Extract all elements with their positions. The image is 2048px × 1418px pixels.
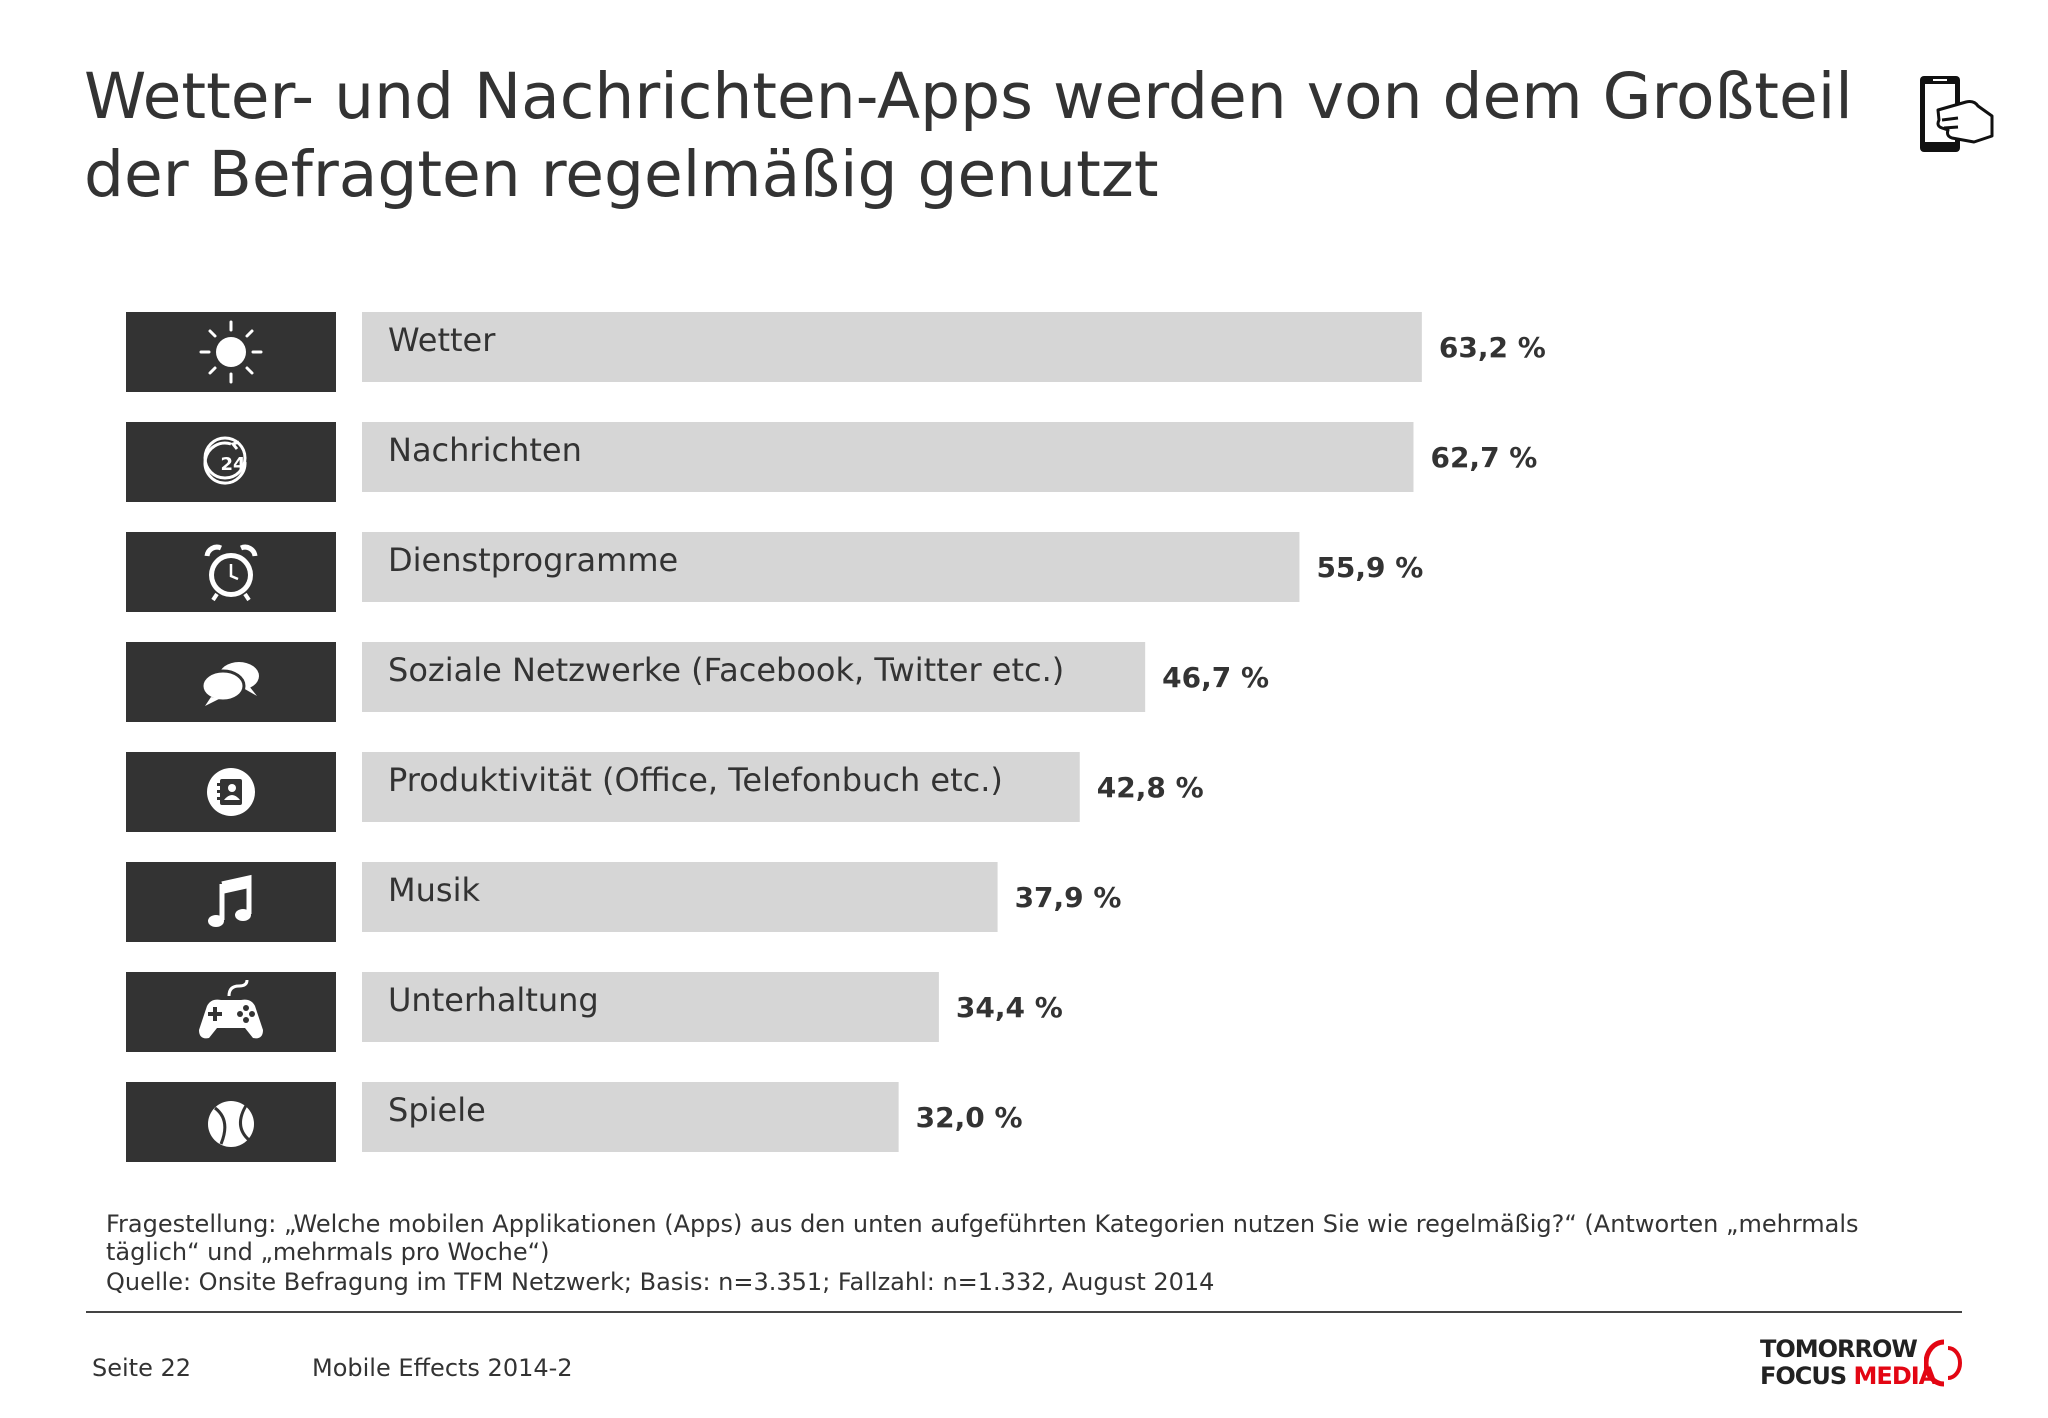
brand-line-2: FOCUS MEDIA [1760, 1362, 1938, 1390]
bar-8-category-label: Spiele [388, 1091, 486, 1129]
bar-5 [362, 752, 1080, 822]
icon-tile-musik [126, 862, 336, 942]
sun-icon [199, 320, 263, 384]
footer-divider [86, 1311, 1962, 1313]
icon-tile-produktivitaet [126, 752, 336, 832]
bar-5-category-label: Produktivität (Office, Telefonbuch etc.) [388, 761, 1003, 799]
bar-3 [362, 532, 1300, 602]
bar-2-value-label: 62,7 % [1430, 441, 1537, 474]
bar-6-value-label: 37,9 % [1015, 881, 1122, 914]
bar-4 [362, 642, 1146, 712]
bar-1 [362, 312, 1422, 382]
bar-4-category-label: Soziale Netzwerke (Facebook, Twitter etc… [388, 651, 1064, 689]
bar-7 [362, 972, 939, 1042]
bar-7-value-label: 34,4 % [956, 991, 1063, 1024]
ball-icon [208, 1101, 254, 1147]
brand-logo: TOMORROW FOCUS MEDIA [1760, 1336, 1970, 1392]
bar-2-category-label: Nachrichten [388, 431, 582, 469]
alarm-clock-icon [204, 544, 258, 602]
bar-6-category-label: Musik [388, 871, 480, 909]
bar-4-value-label: 46,7 % [1162, 661, 1269, 694]
gamepad-icon [199, 979, 263, 1039]
smartphone-hand-icon [1920, 76, 1994, 152]
question-note: Fragestellung: „Welche mobilen Applikati… [106, 1210, 1859, 1266]
title-line-1: Wetter- und Nachrichten-Apps werden von … [84, 60, 1853, 133]
icon-tile-unterhaltung [126, 972, 336, 1052]
music-note-icon [208, 874, 252, 927]
contacts-icon [207, 768, 255, 816]
report-name: Mobile Effects 2014-2 [312, 1354, 573, 1382]
bar-8 [362, 1082, 899, 1152]
icon-tile-soziale-netzwerke [126, 642, 336, 722]
page-number: Seite 22 [92, 1354, 192, 1382]
bar-2 [362, 422, 1414, 492]
bar-8-value-label: 32,0 % [916, 1101, 1023, 1134]
brand-line-1: TOMORROW [1760, 1335, 1918, 1363]
bar-1-category-label: Wetter [388, 321, 496, 359]
page-title: Wetter- und Nachrichten-Apps werden von … [84, 58, 1884, 214]
bar-5-value-label: 42,8 % [1097, 771, 1204, 804]
title-line-2: der Befragten regelmäßig genutzt [84, 138, 1159, 211]
bar-3-value-label: 55,9 % [1316, 551, 1423, 584]
bar-1-value-label: 63,2 % [1439, 331, 1546, 364]
chat-bubbles-icon [200, 662, 259, 706]
icon-tile-wetter [126, 312, 336, 392]
source-note: Quelle: Onsite Befragung im TFM Netzwerk… [106, 1268, 1215, 1296]
brand-mark-icon [1924, 1339, 1962, 1387]
icon-tile-spiele [126, 1082, 336, 1162]
brand-media: MEDIA [1853, 1362, 1938, 1390]
news-24-icon: 24 [203, 436, 247, 485]
bar-6 [362, 862, 998, 932]
bar-7-category-label: Unterhaltung [388, 981, 599, 1019]
icon-tile-nachrichten: 24 [126, 422, 336, 502]
bar-3-category-label: Dienstprogramme [388, 541, 678, 579]
icon-tile-dienstprogramme [126, 532, 336, 612]
brand-focus: FOCUS [1760, 1362, 1854, 1390]
svg-text:24: 24 [220, 454, 245, 475]
